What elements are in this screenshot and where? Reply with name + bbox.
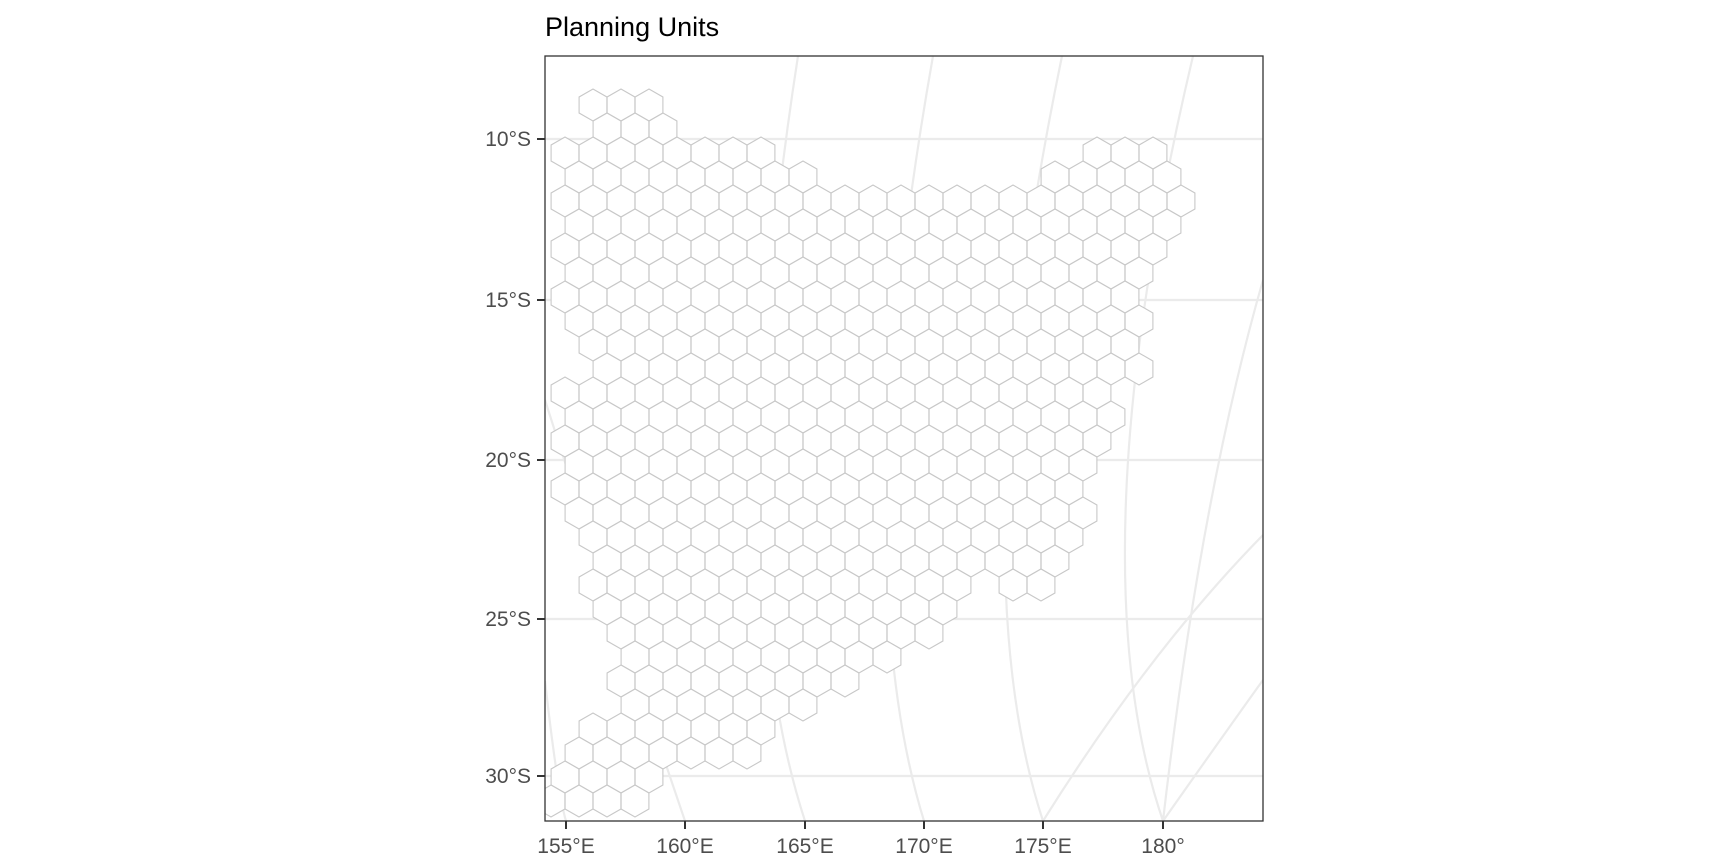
longitude-tick-label: 175°E xyxy=(1014,835,1071,858)
latitude-tick-label: 10°S xyxy=(485,128,531,151)
map-panel xyxy=(544,55,1264,822)
planning-unit-cell xyxy=(1124,352,1154,386)
longitude-gridline xyxy=(1161,279,1263,821)
planning-unit-cell xyxy=(872,640,902,674)
longitude-tick-label: 165°E xyxy=(776,835,833,858)
longitude-tick-label: 170°E xyxy=(895,835,952,858)
panel-border xyxy=(544,55,1264,822)
latitude-tick-label: 30°S xyxy=(485,765,531,788)
longitude-tick-label: 160°E xyxy=(656,835,713,858)
plot-title: Planning Units xyxy=(545,12,719,42)
longitude-axis: 155°E 160°E 165°E 170°E 175°E 180° xyxy=(537,821,1185,858)
latitude-axis: 10°S 15°S 20°S 25°S 30°S xyxy=(485,128,545,788)
longitude-tick-label: 180° xyxy=(1141,835,1184,858)
planning-unit-cell xyxy=(914,616,944,650)
longitude-tick-label: 155°E xyxy=(537,835,594,858)
planning-unit-grid xyxy=(545,88,1196,818)
latitude-tick-label: 15°S xyxy=(485,289,531,312)
planning-unit-cell xyxy=(788,688,818,722)
planning-unit-cell xyxy=(620,784,650,818)
latitude-tick-label: 25°S xyxy=(485,608,531,631)
longitude-gridline xyxy=(1042,534,1263,821)
planning-unit-cell xyxy=(830,664,860,698)
planning-unit-cell xyxy=(732,736,762,770)
longitude-gridline xyxy=(1162,679,1263,821)
latitude-tick-label: 20°S xyxy=(485,449,531,472)
planning-unit-cell xyxy=(1026,568,1056,602)
